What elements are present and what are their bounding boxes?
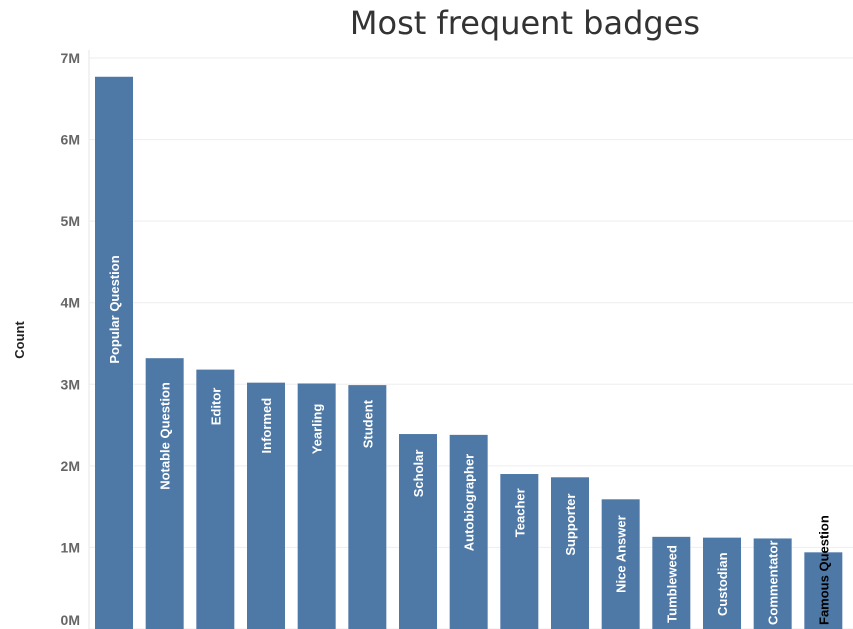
y-tick-label: 6M	[61, 132, 80, 148]
bar-label: Popular Question	[107, 255, 122, 363]
bar	[348, 385, 387, 629]
y-tick-label: 4M	[61, 295, 80, 311]
bars	[95, 76, 843, 629]
bar	[703, 537, 741, 629]
bar	[95, 76, 133, 629]
bar	[449, 434, 488, 629]
bar	[804, 552, 843, 629]
bar	[500, 474, 539, 629]
bar-label: Autobiographer	[462, 454, 477, 552]
y-tick-label: 1M	[61, 539, 80, 555]
y-axis: 0M 1M 2M 3M 4M 5M 6M 7M Count	[12, 50, 80, 628]
bar-label: Nice Answer	[614, 515, 629, 593]
y-tick-label: 0M	[61, 612, 80, 628]
bar-label: Informed	[259, 398, 274, 454]
bar-label: Supporter	[563, 494, 578, 556]
bar-label: Custodian	[715, 552, 730, 616]
bar	[551, 477, 589, 629]
chart-title: Most frequent badges	[349, 4, 701, 42]
bar-label: Teacher	[512, 488, 527, 537]
bar-label: Scholar	[411, 450, 426, 498]
bar	[196, 369, 235, 629]
bar	[247, 382, 285, 629]
bar-label: Tumbleweed	[664, 545, 679, 623]
bar-label: Editor	[208, 388, 223, 426]
bar-label: Notable Question	[158, 382, 173, 490]
y-tick-label: 7M	[61, 50, 80, 66]
bar-label: Commentator	[766, 540, 781, 625]
bar-label: Famous Question	[816, 515, 831, 625]
bar-label: Yearling	[310, 404, 325, 455]
y-tick-label: 2M	[61, 458, 80, 474]
y-tick-label: 5M	[61, 213, 80, 229]
bar-labels: Popular Question Notable Question Editor In…	[107, 255, 831, 625]
bar	[652, 536, 691, 629]
bar	[145, 358, 184, 629]
y-tick-label: 3M	[61, 376, 80, 392]
y-axis-label: Count	[12, 321, 27, 359]
bar-label: Student	[360, 399, 375, 448]
bar	[753, 538, 792, 629]
bar	[399, 434, 437, 629]
bar	[297, 383, 336, 629]
bar	[601, 499, 640, 629]
